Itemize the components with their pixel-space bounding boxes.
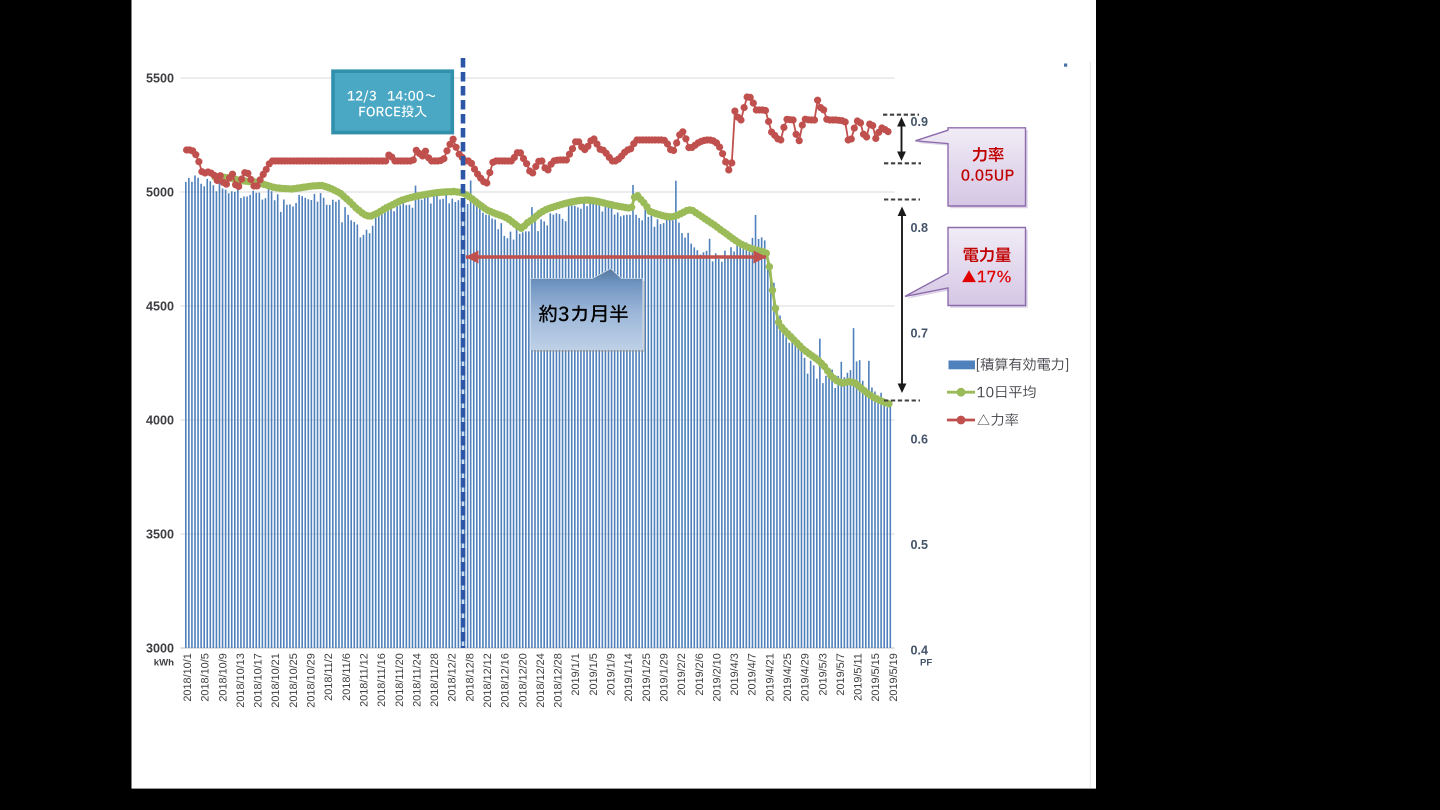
svg-text:2018/12/24: 2018/12/24 (535, 653, 547, 708)
svg-text:2019/1/5: 2019/1/5 (588, 653, 600, 695)
svg-text:2018/11/24: 2018/11/24 (411, 653, 423, 707)
svg-text:2018/11/12: 2018/11/12 (359, 653, 371, 707)
svg-text:2018/10/9: 2018/10/9 (217, 653, 229, 701)
svg-text:2019/5/3: 2019/5/3 (817, 653, 829, 695)
svg-text:0.9: 0.9 (911, 115, 929, 129)
svg-text:2018/10/17: 2018/10/17 (253, 653, 265, 708)
svg-text:0.5: 0.5 (911, 538, 929, 552)
svg-text:2018/12/8: 2018/12/8 (464, 653, 476, 701)
svg-text:2018/10/1: 2018/10/1 (182, 653, 194, 701)
svg-text:2019/5/11: 2019/5/11 (853, 653, 865, 701)
svg-text:2019/4/3: 2019/4/3 (729, 653, 741, 695)
svg-text:4500: 4500 (146, 299, 174, 313)
svg-text:2019/2/2: 2019/2/2 (676, 653, 688, 695)
svg-text:5500: 5500 (146, 71, 174, 85)
svg-text:2019/4/7: 2019/4/7 (747, 653, 759, 695)
svg-text:5000: 5000 (146, 185, 174, 199)
svg-text:2018/10/13: 2018/10/13 (235, 653, 247, 708)
svg-text:kWh: kWh (154, 658, 174, 669)
svg-text:2019/1/14: 2019/1/14 (623, 653, 635, 701)
svg-text:2018/10/29: 2018/10/29 (306, 653, 318, 708)
svg-text:PF: PF (920, 658, 932, 669)
svg-text:2019/2/6: 2019/2/6 (694, 653, 706, 695)
svg-text:2018/10/25: 2018/10/25 (288, 653, 300, 708)
svg-text:2019/5/7: 2019/5/7 (835, 653, 847, 695)
svg-text:2019/1/29: 2019/1/29 (659, 653, 671, 701)
svg-text:2018/10/21: 2018/10/21 (270, 653, 282, 708)
svg-text:2018/12/20: 2018/12/20 (517, 653, 529, 708)
svg-text:2018/10/5: 2018/10/5 (200, 653, 212, 701)
svg-text:4000: 4000 (146, 413, 174, 427)
svg-text:2019/1/25: 2019/1/25 (641, 653, 653, 701)
svg-text:2018/11/20: 2018/11/20 (394, 653, 406, 707)
svg-text:0.8: 0.8 (911, 221, 929, 235)
svg-text:2018/11/2: 2018/11/2 (323, 653, 335, 701)
svg-text:2019/4/29: 2019/4/29 (800, 653, 812, 701)
svg-text:0.7: 0.7 (911, 327, 929, 341)
svg-text:0.6: 0.6 (911, 432, 929, 446)
svg-text:2019/1/1: 2019/1/1 (570, 653, 582, 695)
svg-text:3000: 3000 (146, 641, 174, 655)
svg-text:2018/12/28: 2018/12/28 (553, 653, 565, 708)
svg-text:2019/1/9: 2019/1/9 (606, 653, 618, 695)
svg-text:2018/11/16: 2018/11/16 (376, 653, 388, 707)
svg-text:2018/12/16: 2018/12/16 (500, 653, 512, 708)
svg-text:3500: 3500 (146, 527, 174, 541)
svg-text:2019/2/10: 2019/2/10 (711, 653, 723, 701)
svg-text:2019/4/21: 2019/4/21 (764, 653, 776, 701)
svg-text:2019/4/25: 2019/4/25 (782, 653, 794, 701)
svg-text:2018/12/12: 2018/12/12 (482, 653, 494, 708)
svg-text:2018/11/6: 2018/11/6 (341, 653, 353, 701)
svg-text:2018/11/28: 2018/11/28 (429, 653, 441, 707)
svg-text:2018/12/2: 2018/12/2 (447, 653, 459, 701)
svg-text:2019/5/19: 2019/5/19 (888, 653, 900, 701)
svg-text:0.4: 0.4 (911, 644, 929, 658)
svg-text:2019/5/15: 2019/5/15 (870, 653, 882, 701)
